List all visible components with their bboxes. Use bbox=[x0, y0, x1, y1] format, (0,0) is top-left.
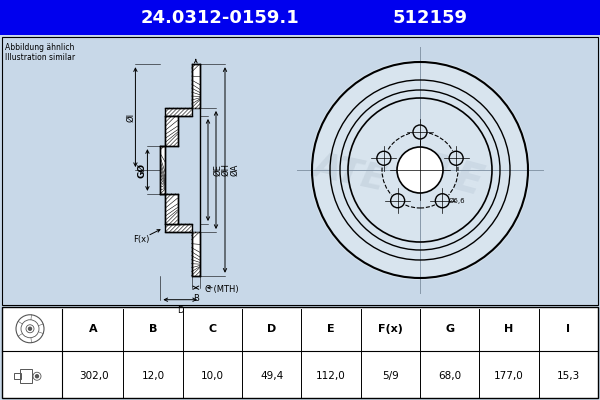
Bar bbox=[160, 146, 166, 194]
Circle shape bbox=[376, 150, 392, 167]
Bar bbox=[166, 224, 191, 232]
Text: 302,0: 302,0 bbox=[79, 371, 109, 381]
Text: B: B bbox=[193, 294, 199, 303]
Text: 177,0: 177,0 bbox=[494, 371, 524, 381]
Text: E: E bbox=[327, 324, 335, 334]
Text: 12,0: 12,0 bbox=[142, 371, 164, 381]
Text: 49,4: 49,4 bbox=[260, 371, 283, 381]
Circle shape bbox=[412, 124, 428, 140]
Circle shape bbox=[29, 327, 32, 330]
Text: Abbildung ähnlich: Abbildung ähnlich bbox=[5, 43, 74, 52]
Circle shape bbox=[434, 192, 451, 209]
Text: H: H bbox=[505, 324, 514, 334]
Text: ØI: ØI bbox=[126, 112, 135, 122]
Text: F(x): F(x) bbox=[133, 236, 149, 244]
Circle shape bbox=[310, 60, 530, 280]
Text: 5/9: 5/9 bbox=[382, 371, 399, 381]
Text: 10,0: 10,0 bbox=[201, 371, 224, 381]
Text: A: A bbox=[89, 324, 98, 334]
Bar bbox=[20, 369, 32, 383]
Text: 15,3: 15,3 bbox=[557, 371, 580, 381]
Text: 112,0: 112,0 bbox=[316, 371, 346, 381]
Text: G: G bbox=[445, 324, 454, 334]
Text: D: D bbox=[177, 306, 184, 315]
Bar bbox=[191, 64, 200, 108]
Text: D: D bbox=[267, 324, 276, 334]
Text: C (MTH): C (MTH) bbox=[205, 285, 239, 294]
Circle shape bbox=[35, 375, 38, 378]
Bar bbox=[166, 116, 178, 146]
Text: 24.0312-0159.1: 24.0312-0159.1 bbox=[140, 9, 299, 27]
Bar bbox=[2, 307, 598, 398]
Text: C: C bbox=[208, 324, 217, 334]
Text: ØA: ØA bbox=[230, 164, 239, 176]
Text: B: B bbox=[149, 324, 157, 334]
Text: GØ: GØ bbox=[137, 162, 146, 178]
Circle shape bbox=[448, 150, 464, 167]
Bar bbox=[191, 232, 200, 276]
Text: I: I bbox=[566, 324, 571, 334]
Text: ATE: ATE bbox=[395, 142, 488, 204]
Bar bbox=[2, 37, 598, 305]
Circle shape bbox=[389, 192, 406, 209]
Text: 512159: 512159 bbox=[392, 9, 467, 27]
Bar bbox=[166, 146, 176, 194]
Text: F(x): F(x) bbox=[378, 324, 403, 334]
Bar bbox=[0, 0, 600, 35]
Text: Ø6,6: Ø6,6 bbox=[448, 198, 465, 204]
Bar bbox=[166, 194, 178, 224]
Bar bbox=[14, 373, 21, 379]
Bar bbox=[166, 108, 191, 116]
Text: ATE: ATE bbox=[310, 148, 389, 197]
Text: ØE: ØE bbox=[213, 164, 222, 176]
Text: Illustration similar: Illustration similar bbox=[5, 53, 75, 62]
Text: 68,0: 68,0 bbox=[438, 371, 461, 381]
Circle shape bbox=[397, 147, 443, 193]
Text: ØH: ØH bbox=[221, 164, 230, 176]
